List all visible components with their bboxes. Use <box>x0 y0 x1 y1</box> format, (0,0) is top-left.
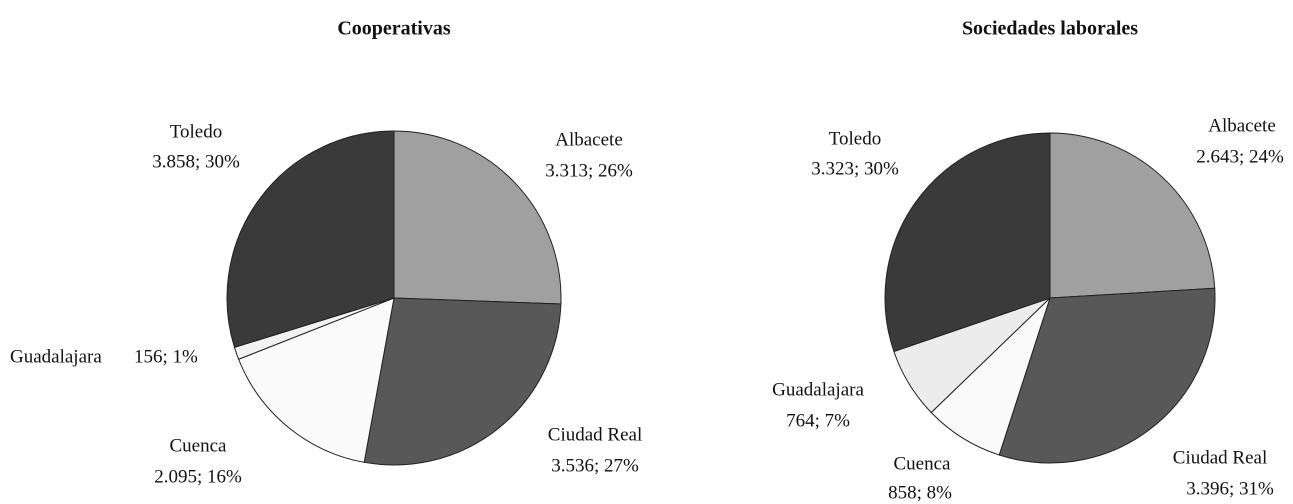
pie-slice <box>884 132 1051 353</box>
slice-value-label: 3.323; 30% <box>811 158 899 179</box>
pie-slice <box>226 130 395 348</box>
pie-slice <box>393 130 562 305</box>
slice-label: Guadalajara <box>10 346 102 367</box>
slice-value-label: 3.536; 27% <box>551 455 639 476</box>
slice-value-label: 2.643; 24% <box>1196 146 1284 167</box>
pie-slice <box>363 297 562 466</box>
slice-label: Albacete <box>1208 115 1276 136</box>
slice-value-label: 3.858; 30% <box>152 151 240 172</box>
slice-label: Albacete <box>555 129 623 150</box>
slice-label: Cuenca <box>170 435 228 456</box>
slice-label: Cuenca <box>894 453 952 474</box>
slice-value-label: 858; 8% <box>888 482 952 503</box>
slice-label: Guadalajara <box>772 379 864 400</box>
slice-label: Ciudad Real <box>548 424 642 445</box>
slice-label: Toledo <box>829 128 882 149</box>
chart-title: Sociedades laborales <box>962 18 1138 40</box>
slice-value-label: 3.396; 31% <box>1186 478 1274 499</box>
pie-slice <box>237 297 395 463</box>
chart-title: Cooperativas <box>337 18 451 40</box>
slice-value-label: 156; 1% <box>134 346 198 367</box>
slice-value-label: 2.095; 16% <box>154 466 242 487</box>
pie-slice <box>1049 132 1216 299</box>
slice-value-label: 3.313; 26% <box>545 160 633 181</box>
slice-label: Ciudad Real <box>1173 447 1267 468</box>
pie-slice <box>998 287 1216 464</box>
slice-value-label: 764; 7% <box>786 410 850 431</box>
slice-label: Toledo <box>170 121 223 142</box>
